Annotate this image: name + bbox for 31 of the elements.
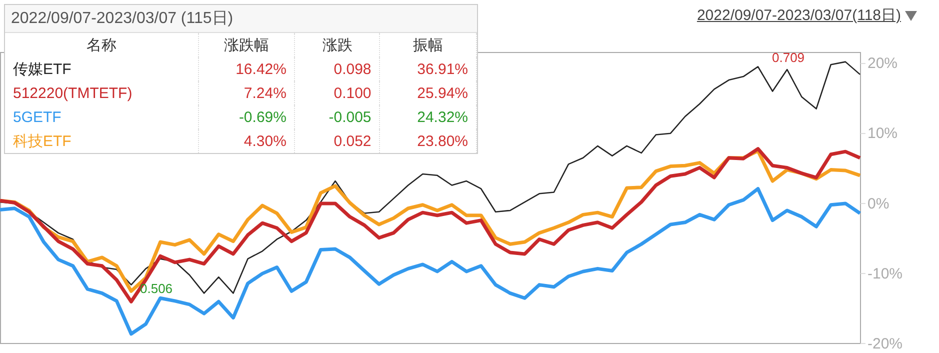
annotation: 0.098	[294, 57, 380, 81]
annotation: 0.052	[294, 129, 380, 153]
y-tick-label: 0%	[868, 195, 890, 212]
annotation: 36.91%	[380, 57, 476, 81]
annotation: 25.94%	[380, 81, 476, 105]
annotation: 涨跌	[294, 33, 380, 57]
text: 5GETF	[13, 108, 62, 126]
y-tick-label: 10%	[868, 125, 898, 142]
text: 512220(TMTETF)	[13, 84, 132, 102]
annotation: 0.100	[294, 81, 380, 105]
text: 传媒ETF	[13, 60, 72, 78]
line-series	[0, 61, 861, 294]
annotation: 23.80%	[380, 129, 476, 153]
annotation: 7.24%	[198, 81, 295, 105]
annotation: 0.506	[140, 281, 173, 296]
annotation: 4.30%	[198, 129, 295, 153]
annotation: 振幅	[380, 33, 476, 57]
text: 科技ETF	[13, 132, 72, 150]
annotation: 16.42%	[198, 57, 295, 81]
annotation: -0.69%	[198, 105, 295, 129]
annotation: 名称	[5, 33, 198, 57]
annotation: 24.32%	[380, 105, 476, 129]
annotation: 涨跌幅	[198, 33, 295, 57]
annotation: -0.005	[294, 105, 380, 129]
y-tick-label: 20%	[868, 55, 898, 72]
line-series	[0, 186, 862, 336]
y-tick-label: -10%	[868, 265, 903, 282]
annotation: 0.709	[772, 50, 805, 65]
y-tick-label: -20%	[868, 336, 903, 352]
chart-subtitle: 2022/09/07-2023/03/07(118日)	[696, 6, 901, 25]
text: 2022/09/07-2023/03/07 (115日)	[5, 5, 477, 33]
